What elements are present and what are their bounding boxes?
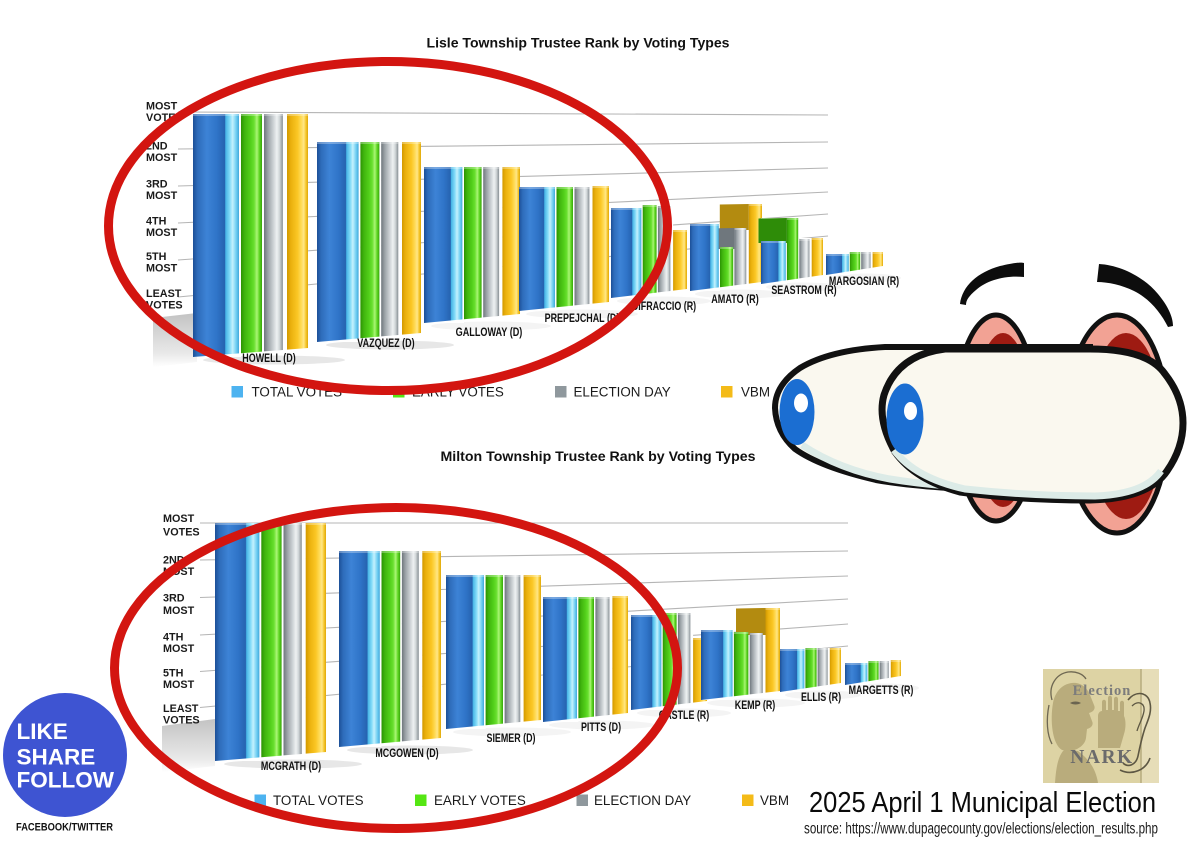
svg-text:MOST: MOST [163, 513, 195, 525]
svg-text:MOST: MOST [146, 227, 178, 239]
svg-text:ELLIS (R): ELLIS (R) [801, 690, 841, 704]
svg-text:VOTES: VOTES [146, 300, 183, 312]
svg-text:AMATO (R): AMATO (R) [711, 292, 759, 306]
svg-text:4TH: 4TH [146, 215, 167, 227]
svg-text:SIEMER (D): SIEMER (D) [487, 731, 536, 745]
svg-text:NARK: NARK [1070, 747, 1133, 768]
svg-text:MOST: MOST [146, 152, 178, 164]
svg-text:GALLOWAY (D): GALLOWAY (D) [456, 325, 523, 339]
svg-text:LIKE: LIKE [17, 719, 68, 744]
svg-text:MARGOSIAN (R): MARGOSIAN (R) [829, 274, 899, 288]
svg-text:source: https://www.dupagecoun: source: https://www.dupagecounty.gov/ele… [804, 821, 1158, 838]
svg-text:Milton Township Trustee Rank b: Milton Township Trustee Rank by Voting T… [441, 449, 756, 464]
svg-text:Election: Election [1073, 683, 1132, 699]
svg-text:SEASTROM (R): SEASTROM (R) [771, 283, 836, 297]
svg-text:FACEBOOK/TWITTER: FACEBOOK/TWITTER [16, 822, 113, 834]
svg-text:MOST: MOST [163, 679, 195, 691]
svg-text:Lisle Township Trustee Rank by: Lisle Township Trustee Rank by Voting Ty… [427, 36, 730, 51]
svg-text:ELECTION DAY: ELECTION DAY [574, 385, 671, 400]
svg-text:VAZQUEZ (D): VAZQUEZ (D) [357, 336, 414, 350]
svg-text:MOST: MOST [146, 100, 178, 112]
svg-text:LEAST: LEAST [163, 703, 199, 715]
svg-text:VOTES: VOTES [163, 714, 200, 726]
svg-text:PREPEJCHAL (D): PREPEJCHAL (D) [545, 311, 620, 325]
svg-text:KEMP (R): KEMP (R) [735, 698, 776, 712]
svg-text:4TH: 4TH [163, 631, 184, 643]
svg-text:5TH: 5TH [163, 668, 184, 680]
svg-text:MOST: MOST [146, 263, 178, 275]
svg-text:MOST: MOST [163, 605, 195, 617]
svg-text:MCGRATH (D): MCGRATH (D) [261, 759, 321, 773]
svg-text:TOTAL VOTES: TOTAL VOTES [273, 793, 364, 808]
svg-text:VBM: VBM [741, 385, 770, 400]
svg-text:SHARE: SHARE [17, 745, 96, 770]
svg-text:5TH: 5TH [146, 251, 167, 263]
svg-text:FOLLOW: FOLLOW [17, 768, 115, 793]
svg-text:MOST: MOST [163, 643, 195, 655]
svg-text:MOST: MOST [146, 190, 178, 202]
svg-text:LEAST: LEAST [146, 288, 182, 300]
svg-text:3RD: 3RD [163, 593, 185, 605]
svg-text:HOWELL (D): HOWELL (D) [242, 351, 295, 365]
svg-text:3RD: 3RD [146, 178, 168, 190]
svg-text:2025 April 1 Municipal Electio: 2025 April 1 Municipal Election [809, 787, 1156, 819]
svg-text:MARGETTS (R): MARGETTS (R) [849, 683, 914, 697]
svg-text:VBM: VBM [760, 793, 789, 808]
svg-text:PITTS (D): PITTS (D) [581, 720, 621, 734]
svg-text:VOTES: VOTES [163, 526, 200, 538]
svg-text:ELECTION DAY: ELECTION DAY [594, 793, 691, 808]
svg-text:EARLY VOTES: EARLY VOTES [434, 793, 526, 808]
svg-text:MCGOWEN (D): MCGOWEN (D) [375, 746, 438, 760]
svg-text:DIFRACCIO (R): DIFRACCIO (R) [632, 299, 696, 313]
